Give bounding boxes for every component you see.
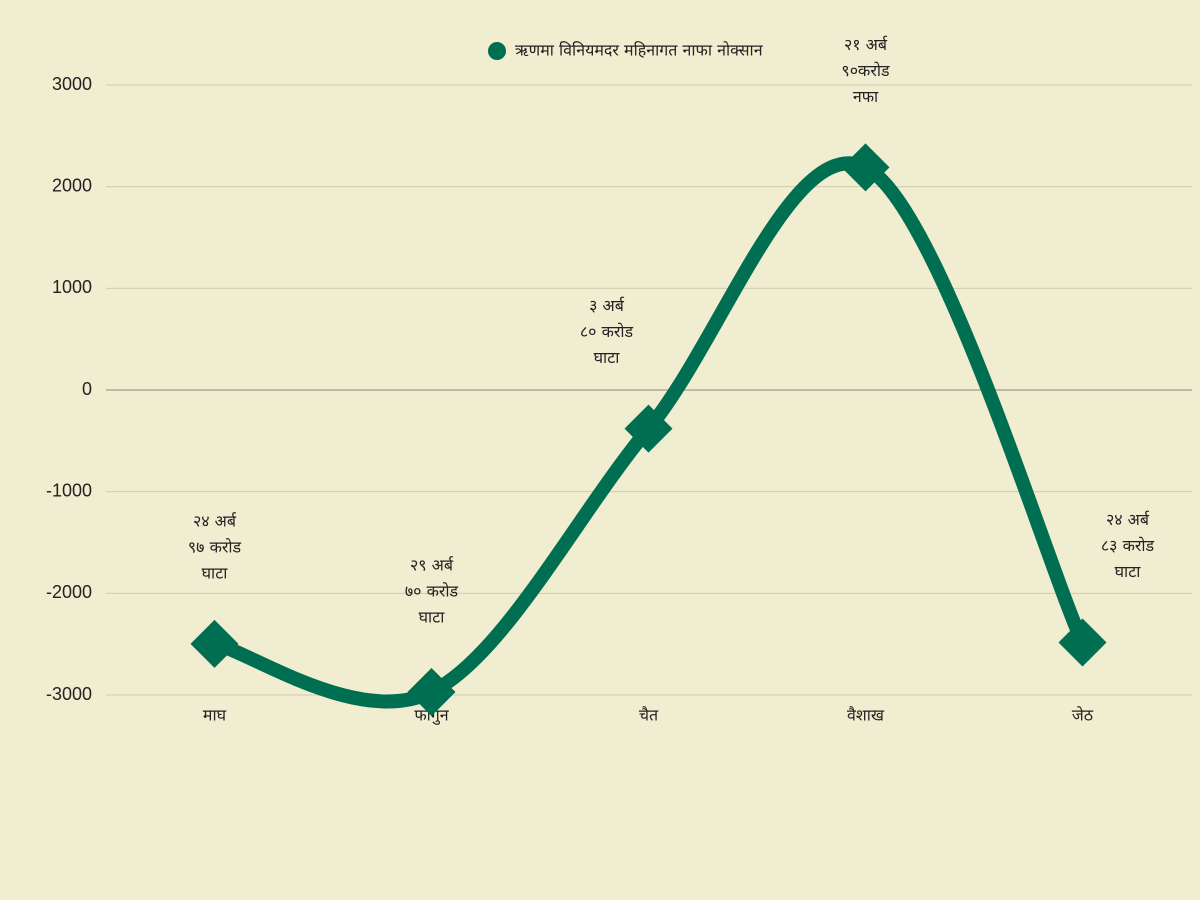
value-label: ८० करोड xyxy=(580,322,634,341)
y-tick-label: 2000 xyxy=(52,175,92,195)
marker xyxy=(1058,618,1107,667)
value-label: घाटा xyxy=(202,563,229,582)
x-tick-label: चैत xyxy=(639,706,659,725)
marker xyxy=(624,404,673,453)
value-label: २४ अर्ब xyxy=(193,511,237,530)
value-label: घाटा xyxy=(1115,562,1142,581)
legend-label: ऋणमा विनियमदर महिनागत नाफा नोक्सान xyxy=(515,41,764,60)
x-tick-label: माघ xyxy=(203,706,227,725)
y-tick-label: 3000 xyxy=(52,74,92,94)
marker xyxy=(407,667,456,716)
value-label: नफा xyxy=(853,87,879,106)
y-tick-label: -2000 xyxy=(46,582,92,602)
legend-marker xyxy=(488,42,506,60)
value-label: ७० करोड xyxy=(405,581,459,600)
value-label: ९७ करोड xyxy=(188,537,242,556)
line xyxy=(207,156,1090,709)
y-tick-label: 0 xyxy=(82,379,92,399)
x-tick-label: फागुन xyxy=(414,706,449,726)
marker xyxy=(190,619,239,668)
y-tick-label: 1000 xyxy=(52,277,92,297)
x-tick-label: वैशाख xyxy=(847,706,885,725)
y-tick-label: -1000 xyxy=(46,480,92,500)
value-label: ८३ करोड xyxy=(1101,536,1155,555)
value-label: २१ अर्ब xyxy=(844,35,888,54)
y-tick-label: -3000 xyxy=(46,684,92,704)
x-tick-label: जेठ xyxy=(1072,706,1094,725)
value-label: २४ अर्ब xyxy=(1106,510,1150,529)
value-label: घाटा xyxy=(419,607,446,626)
value-label: घाटा xyxy=(594,348,621,367)
marker xyxy=(841,143,890,192)
value-label: ९०करोड xyxy=(841,61,890,80)
value-label: ३ अर्ब xyxy=(589,296,625,315)
value-label: २९ अर्ब xyxy=(410,555,454,574)
